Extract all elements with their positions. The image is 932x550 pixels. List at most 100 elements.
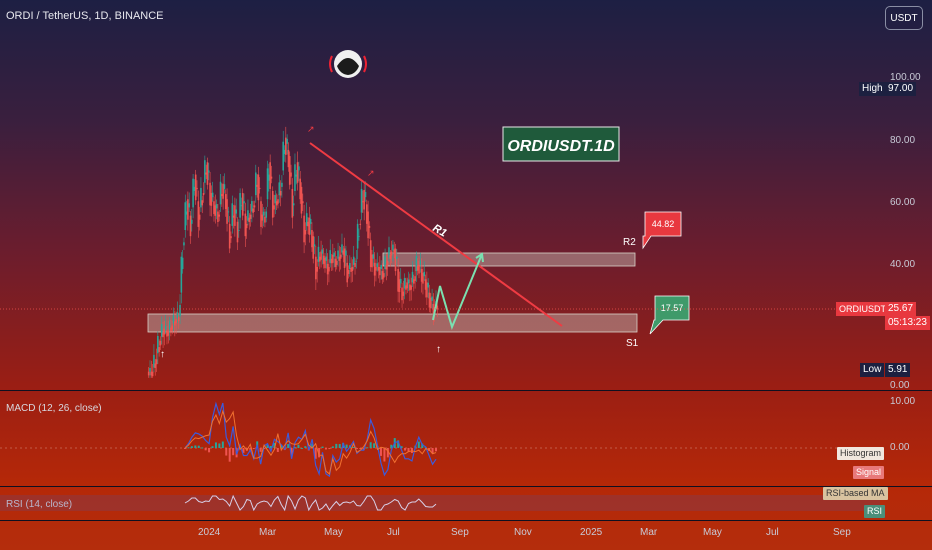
histogram-legend[interactable]: Histogram	[837, 447, 885, 460]
up-arrow-icon: ↑	[160, 349, 165, 360]
candle-body	[274, 195, 277, 204]
candle-body	[352, 256, 355, 265]
macd-histogram-bar	[407, 448, 410, 452]
candle-body	[288, 156, 291, 185]
macd-histogram-bar	[194, 445, 197, 448]
macd-histogram-bar	[328, 448, 331, 450]
candle-body	[179, 304, 181, 317]
candle-body	[243, 201, 245, 204]
candle-body	[239, 193, 241, 218]
time-tick: Jul	[387, 527, 400, 538]
candle-body	[329, 250, 332, 263]
macd-histogram-bar	[324, 448, 327, 450]
candle-body	[230, 236, 232, 239]
macd-histogram-bar	[290, 448, 293, 456]
candle-body	[273, 205, 275, 210]
candle-body	[367, 211, 369, 239]
candle-body	[181, 257, 184, 270]
candle-body	[309, 218, 312, 224]
peak-marker-icon: ↗	[307, 124, 315, 134]
candle-body	[196, 187, 198, 189]
candle-body	[301, 201, 304, 204]
candle-body	[300, 186, 303, 214]
pane-separator	[0, 486, 932, 487]
macd-histogram-bar	[314, 448, 317, 459]
candle-body	[279, 190, 282, 196]
macd-histogram-bar	[266, 444, 269, 448]
macd-histogram-bar	[184, 448, 186, 449]
candle-body	[271, 190, 274, 218]
macd-histogram-bar	[276, 448, 279, 452]
candle-body	[258, 187, 261, 189]
candle-body	[283, 149, 286, 155]
candle-body	[206, 162, 209, 185]
candle-body	[167, 331, 170, 336]
macd-histogram-bar	[294, 447, 297, 449]
candle-body	[355, 260, 358, 262]
macd-histogram-bar	[421, 443, 424, 448]
candle-body	[217, 211, 219, 222]
candle-body	[223, 184, 226, 189]
candle-body	[194, 174, 197, 201]
macd-histogram-bar	[197, 445, 200, 448]
candle-body	[411, 271, 414, 283]
macd-histogram-bar	[373, 443, 376, 448]
candle-body	[432, 303, 435, 315]
candle-body	[266, 168, 269, 200]
candle-body	[202, 193, 205, 196]
s1-callout-value: 17.57	[661, 303, 684, 313]
candle-body	[405, 285, 407, 290]
candle-body	[414, 276, 416, 281]
r2-callout[interactable]: 44.82	[642, 211, 682, 250]
candle-body	[226, 199, 228, 224]
candle-body	[200, 187, 202, 208]
s1-callout[interactable]: 17.57	[649, 295, 690, 335]
currency-button[interactable]: USDT	[885, 6, 923, 30]
r2-callout-value: 44.82	[652, 219, 675, 229]
candle-body	[251, 201, 253, 212]
candle-body	[316, 266, 318, 272]
macd-histogram-bar	[204, 448, 207, 451]
candle-body	[410, 285, 412, 290]
candle-body	[384, 256, 386, 270]
time-tick: 2025	[580, 527, 603, 538]
candle-body	[296, 162, 299, 183]
signal-legend[interactable]: Signal	[853, 466, 885, 479]
candle-body	[429, 297, 432, 309]
candle-body	[159, 340, 162, 346]
candle-body	[154, 363, 157, 368]
rsi-ma-legend[interactable]: RSI-based MA	[823, 487, 888, 500]
candle-body	[346, 262, 348, 283]
last-symbol-tag: ORDIUSDT	[836, 302, 889, 316]
trendline-r1	[309, 142, 563, 327]
candle-body	[365, 204, 368, 224]
macd-histogram-bar	[190, 446, 193, 448]
candle-body	[253, 205, 256, 208]
candle-body	[260, 201, 262, 227]
candles	[147, 126, 439, 378]
rsi-legend[interactable]: RSI	[864, 505, 886, 518]
up-arrow-icon: ↑	[436, 344, 441, 355]
candle-body	[171, 325, 174, 330]
candle-body	[339, 254, 342, 259]
candle-body	[264, 216, 266, 223]
candle-body	[330, 258, 333, 264]
candle-body	[349, 263, 351, 270]
candle-body	[388, 247, 390, 258]
candle-body	[177, 317, 180, 322]
candle-body	[236, 221, 239, 243]
candle-body	[389, 254, 392, 259]
macd-histogram-bar	[435, 448, 437, 452]
macd-pane	[0, 401, 880, 478]
candle-body	[419, 260, 422, 265]
candle-body	[313, 244, 316, 247]
candle-body	[402, 291, 405, 296]
candle-body	[174, 321, 176, 326]
macd-histogram-bar	[239, 445, 242, 448]
candle-body	[291, 188, 294, 218]
candle-body	[189, 215, 192, 237]
macd-histogram-bar	[383, 448, 386, 462]
rsi-label[interactable]: RSI (14, close)	[6, 499, 73, 510]
macd-label[interactable]: MACD (12, 26, close)	[6, 403, 102, 414]
